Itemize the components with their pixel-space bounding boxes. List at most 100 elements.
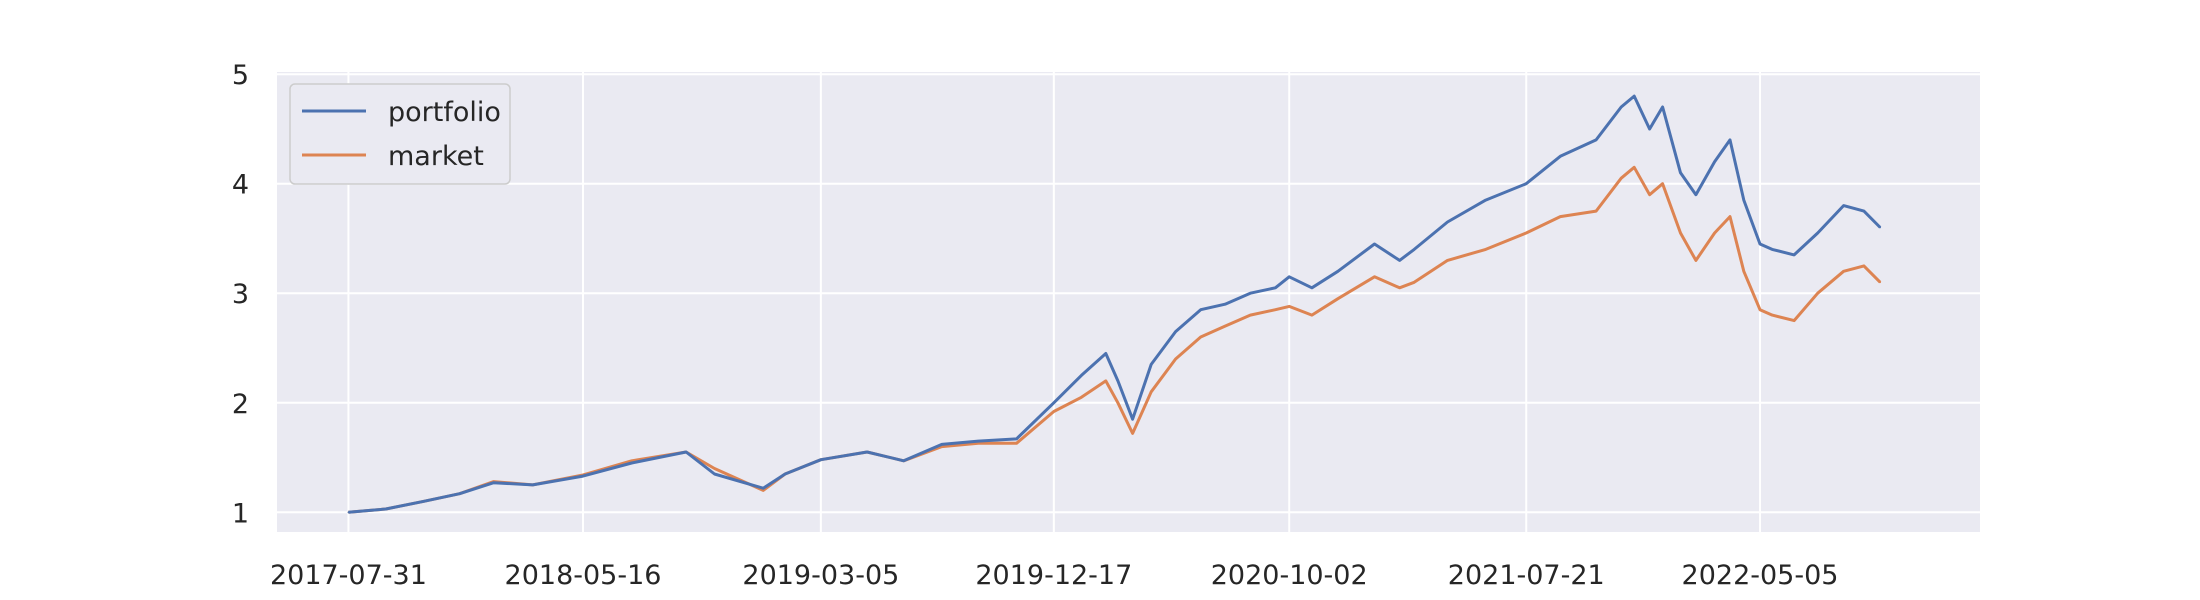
data-point-market [1695,259,1697,262]
data-point-portfolio [1695,193,1697,196]
x-tick-label: 2019-12-17 [975,560,1132,591]
data-point-market [1053,410,1055,413]
data-point-market [1661,182,1664,185]
data-point-portfolio [1879,226,1881,229]
data-point-market [1863,265,1865,267]
data-point-portfolio [1015,438,1018,440]
data-point-market [1131,432,1134,435]
data-point-portfolio [941,443,943,446]
data-point-market [1080,396,1083,399]
data-point-portfolio [1337,270,1339,273]
data-point-portfolio [1131,418,1134,421]
data-point-market [1288,305,1290,308]
y-tick-label: 2 [232,389,249,420]
data-point-portfolio [1398,259,1401,262]
data-point-market [1117,402,1119,404]
data-point-market [1842,270,1845,273]
y-tick-label: 4 [232,170,249,201]
data-point-portfolio [713,473,716,475]
data-point-portfolio [1373,243,1376,245]
data-point-portfolio [531,484,534,486]
data-point-portfolio [1105,352,1107,355]
data-point-market [1446,259,1449,262]
series-line-market [348,165,1882,514]
data-point-portfolio [630,462,633,464]
data-point-portfolio [385,508,387,510]
legend: portfolio market [289,83,511,185]
data-point-market [1679,232,1682,234]
data-point-portfolio [1842,204,1845,207]
data-point-market [1595,210,1597,212]
data-point-portfolio [1274,287,1277,289]
data-point-market [762,489,764,492]
data-point-market [1743,270,1745,273]
data-point-market [1713,232,1716,234]
data-point-portfolio [1446,221,1449,223]
data-point-portfolio [1199,308,1202,311]
data-point-portfolio [423,500,425,503]
data-point-market [1413,281,1415,284]
series-line-portfolio [348,94,1882,514]
x-tick-label: 2019-03-05 [742,560,899,591]
x-tick-label: 2022-05-05 [1682,560,1839,591]
data-point-portfolio [1863,210,1865,212]
y-tick-label: 5 [232,60,249,91]
data-point-market [1648,193,1651,196]
data-point-market [630,460,633,462]
data-point-portfolio [820,458,822,461]
data-point-portfolio [347,511,350,514]
data-point-market [1274,308,1277,311]
data-point-portfolio [582,475,584,477]
data-point-portfolio [977,440,980,442]
data-point-market [1373,276,1376,278]
data-point-market [977,442,980,445]
data-point-market [1174,358,1177,360]
data-point-portfolio [1413,248,1415,251]
data-point-market [1224,325,1226,327]
data-point-market [1311,314,1313,316]
data-point-market [1484,248,1487,251]
data-point-portfolio [1661,106,1664,108]
data-point-market [1559,215,1562,218]
y-tick-label: 3 [232,279,249,310]
data-point-portfolio [685,451,687,453]
data-point-market [1793,319,1795,322]
data-point-portfolio [1559,155,1562,158]
data-point-market [1525,232,1527,234]
data-point-portfolio [1759,243,1761,245]
data-point-market [1771,314,1773,316]
data-point-market [1199,336,1202,338]
data-point-portfolio [866,451,868,453]
legend-label-market: market [388,141,484,172]
x-tick-label: 2017-07-31 [270,560,427,591]
data-point-portfolio [1224,303,1226,306]
data-point-portfolio [1525,182,1527,185]
data-point-portfolio [1648,128,1651,130]
data-point-portfolio [1249,292,1252,295]
data-point-portfolio [1816,232,1819,234]
data-point-portfolio [1080,374,1083,377]
data-point-portfolio [1150,363,1152,366]
legend-box [289,83,511,185]
data-point-market [1337,297,1339,300]
data-point-market [1729,215,1731,218]
data-point-portfolio [1793,254,1795,256]
data-point-portfolio [1484,199,1487,201]
data-point-market [1620,177,1622,179]
data-point-portfolio [1117,380,1119,382]
data-point-portfolio [1311,287,1313,289]
x-tick-label: 2020-10-02 [1211,560,1368,591]
data-point-portfolio [1771,248,1773,251]
series-lines [347,94,1882,514]
data-point-market [1633,166,1635,169]
data-point-portfolio [784,473,786,475]
y-tick-label: 1 [232,498,249,529]
y-axis-ticks: 1 2 3 4 5 [232,60,249,529]
x-tick-label: 2018-05-16 [505,560,662,591]
data-point-portfolio [1288,276,1290,278]
grid-lines [277,72,1980,532]
data-point-portfolio [1713,161,1716,163]
data-point-market [1105,380,1107,382]
data-point-market [713,467,716,470]
data-point-market [1759,308,1761,311]
